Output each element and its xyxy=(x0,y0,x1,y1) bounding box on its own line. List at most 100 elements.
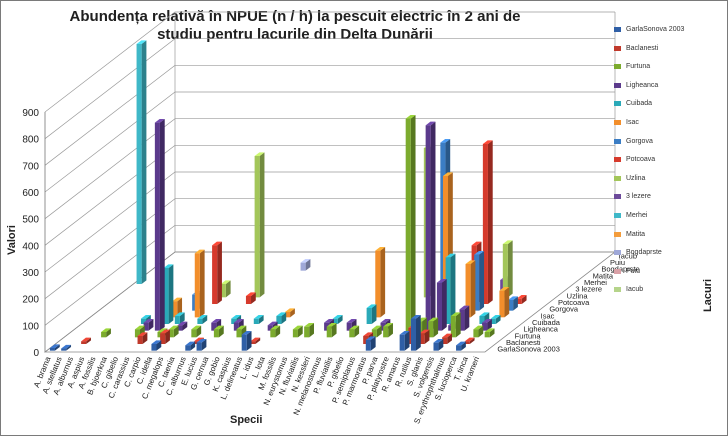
bar-top xyxy=(231,315,242,319)
bar xyxy=(516,298,522,304)
bar xyxy=(220,284,226,298)
bar-top xyxy=(254,152,265,156)
bar xyxy=(464,341,470,344)
bar-side xyxy=(156,340,162,351)
bar-side xyxy=(433,317,439,338)
bar-side xyxy=(479,251,485,311)
x-axis-label: Specii xyxy=(230,414,263,426)
bar xyxy=(250,341,256,344)
bar-side xyxy=(251,292,256,304)
legend-swatch xyxy=(614,157,621,163)
bar xyxy=(49,348,55,351)
bar-top xyxy=(101,328,111,332)
bar xyxy=(473,329,479,338)
legend-label: Ligheanca xyxy=(626,81,659,89)
bar-top xyxy=(211,319,222,323)
bar xyxy=(405,118,411,338)
bar xyxy=(276,316,282,324)
bar xyxy=(241,334,247,351)
bar-top xyxy=(445,253,456,258)
bar-side xyxy=(173,325,179,338)
bar-top xyxy=(473,325,484,330)
bar-top xyxy=(419,329,430,334)
bar-top xyxy=(442,172,453,176)
bar-top xyxy=(516,295,527,299)
y-tick-label: 700 xyxy=(22,161,39,172)
bar-top xyxy=(459,305,470,310)
bar xyxy=(151,344,157,351)
bar-side xyxy=(513,296,518,311)
bar-side xyxy=(370,336,376,351)
bar-top xyxy=(212,241,222,246)
bar xyxy=(445,257,451,324)
bar-side xyxy=(447,333,452,344)
bar-side xyxy=(199,249,205,318)
bar-side xyxy=(410,115,416,338)
bar-top xyxy=(185,341,196,346)
bar-top xyxy=(143,319,154,323)
bar-top xyxy=(326,323,337,327)
legend-label: Puiu xyxy=(626,267,641,275)
bar-top xyxy=(174,312,185,316)
bar-side xyxy=(469,337,475,344)
legend-swatch xyxy=(614,101,621,107)
z-axis-label: Lacuri xyxy=(702,278,714,312)
bar-side xyxy=(337,315,343,324)
bar-top xyxy=(508,296,518,300)
bar-side xyxy=(305,259,311,271)
bar-top xyxy=(474,251,485,255)
bar-top xyxy=(346,319,357,323)
bar-top xyxy=(405,115,416,119)
bar-top xyxy=(471,241,482,246)
z-tick-label: Potcoava xyxy=(558,298,590,307)
bar-side xyxy=(281,312,287,324)
bar-side xyxy=(290,308,295,318)
bar-side xyxy=(331,323,337,338)
bar-top xyxy=(332,315,343,319)
z-tick-label: Baclanesti xyxy=(506,338,541,347)
legend-label: Bogdaprste xyxy=(626,249,662,257)
bar-side xyxy=(182,321,188,331)
bar-top xyxy=(197,315,208,319)
bar-side xyxy=(159,119,165,331)
legend-swatch xyxy=(614,45,621,51)
bar-side xyxy=(190,341,196,351)
bar-side xyxy=(354,325,360,338)
bar xyxy=(433,342,439,351)
bar-side xyxy=(415,315,421,351)
legend-label: 3 lezere xyxy=(626,193,651,201)
legend-swatch xyxy=(614,231,621,237)
bar xyxy=(172,301,178,318)
bar-side xyxy=(297,325,303,338)
bar xyxy=(326,326,332,338)
bar-side xyxy=(218,325,224,338)
bar-side xyxy=(388,323,393,338)
bar-top xyxy=(177,321,188,326)
bar xyxy=(490,318,496,324)
bar-top xyxy=(168,325,179,330)
y-tick-label: 300 xyxy=(22,268,39,279)
bar xyxy=(61,348,67,351)
bar xyxy=(465,264,471,318)
y-tick-label: 800 xyxy=(22,135,39,146)
legend-label: Furtuna xyxy=(626,63,651,71)
gridline xyxy=(44,171,615,273)
bar-side xyxy=(495,315,501,324)
bar-top xyxy=(324,319,334,323)
z-tick-label: Gorgova xyxy=(549,305,579,314)
bar-side xyxy=(168,264,174,324)
bar-top xyxy=(236,325,247,330)
bar xyxy=(163,268,169,324)
bar-side xyxy=(225,280,231,298)
bar-top xyxy=(363,332,374,336)
y-tick-label: 100 xyxy=(22,321,39,332)
bar-side xyxy=(380,247,386,318)
bar-top xyxy=(456,341,466,346)
bar-side xyxy=(179,312,185,324)
bar-side xyxy=(86,337,91,344)
bar-top xyxy=(157,328,168,332)
bar xyxy=(154,122,160,331)
bar xyxy=(436,282,442,331)
bar xyxy=(143,322,149,331)
